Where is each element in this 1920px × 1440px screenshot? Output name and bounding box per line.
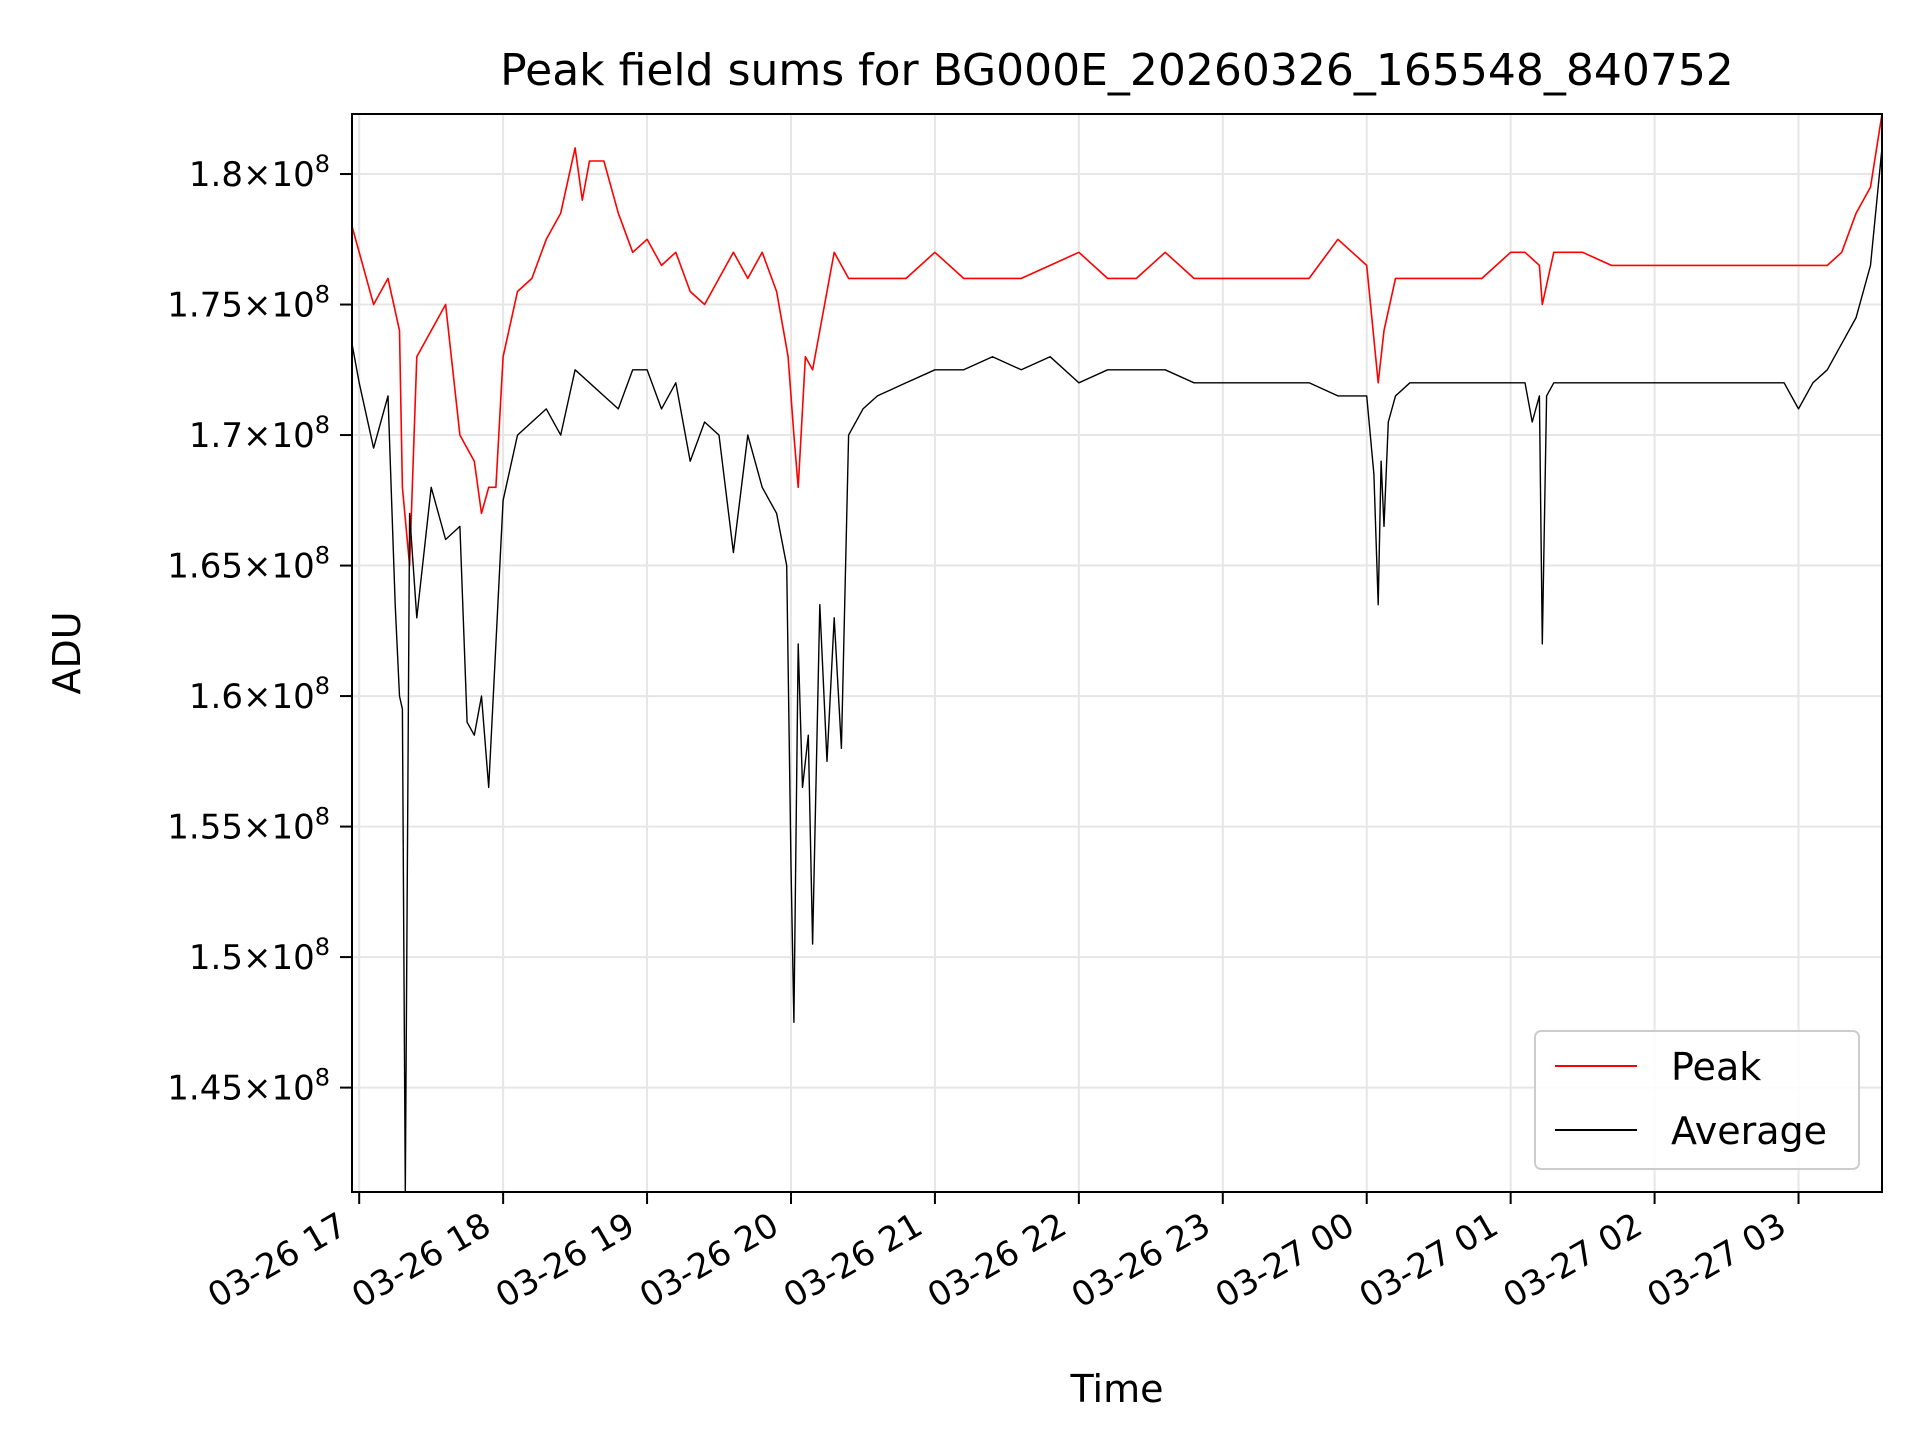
y-tick-exponent: 8 [315,150,330,178]
y-tick-times: × [243,1069,272,1109]
y-tick-exponent: 8 [315,411,330,439]
series-line-average [352,147,1882,1192]
y-tick-times: × [243,155,272,195]
y-tick-mantissa: 1.55 [167,808,243,848]
y-tick-label: 1.45×108 [167,1064,330,1109]
y-tick-mantissa: 1.7 [189,416,243,456]
y-tick-label: 1.6×108 [189,672,330,717]
y-tick-mantissa: 1.65 [167,547,243,587]
y-axis-label: ADU [45,611,89,694]
y-axis: 1.45×1081.5×1081.55×1081.6×1081.65×1081.… [167,150,352,1109]
y-tick-exponent: 8 [315,1064,330,1092]
y-tick-times: × [243,286,272,326]
y-tick-label: 1.75×108 [167,281,330,326]
y-tick-times: × [243,547,272,587]
y-tick-label: 1.65×108 [167,542,330,587]
plot-frame [351,113,1883,1193]
y-tick-mantissa: 1.8 [189,155,243,195]
y-tick-base: 10 [271,286,314,326]
y-tick-base: 10 [271,938,314,978]
legend: Peak Average [1534,1030,1860,1170]
y-tick-exponent: 8 [315,803,330,831]
y-tick-base: 10 [271,1069,314,1109]
y-tick-label: 1.7×108 [189,411,330,456]
y-tick-exponent: 8 [315,542,330,570]
legend-average-label: Average [1671,1109,1827,1153]
y-tick-times: × [243,938,272,978]
y-tick-label: 1.5×108 [189,933,330,978]
y-tick-mantissa: 1.45 [167,1069,243,1109]
y-tick-exponent: 8 [315,933,330,961]
y-tick-exponent: 8 [315,281,330,309]
y-tick-times: × [243,416,272,456]
y-tick-mantissa: 1.5 [189,938,243,978]
y-tick-base: 10 [271,155,314,195]
x-axis-label: Time [1070,1367,1164,1411]
y-tick-exponent: 8 [315,672,330,700]
grid [352,114,1882,1192]
y-tick-mantissa: 1.6 [189,677,243,717]
y-tick-mantissa: 1.75 [167,286,243,326]
series-group [352,114,1882,1192]
y-tick-label: 1.8×108 [189,150,330,195]
series-line-peak [352,114,1882,567]
y-tick-times: × [243,677,272,717]
y-tick-times: × [243,808,272,848]
chart-title: Peak field sums for BG000E_20260326_1655… [500,45,1734,96]
y-tick-base: 10 [271,677,314,717]
y-tick-label: 1.55×108 [167,803,330,848]
y-tick-base: 10 [271,547,314,587]
y-tick-base: 10 [271,808,314,848]
legend-peak-label: Peak [1671,1045,1761,1089]
y-tick-base: 10 [271,416,314,456]
